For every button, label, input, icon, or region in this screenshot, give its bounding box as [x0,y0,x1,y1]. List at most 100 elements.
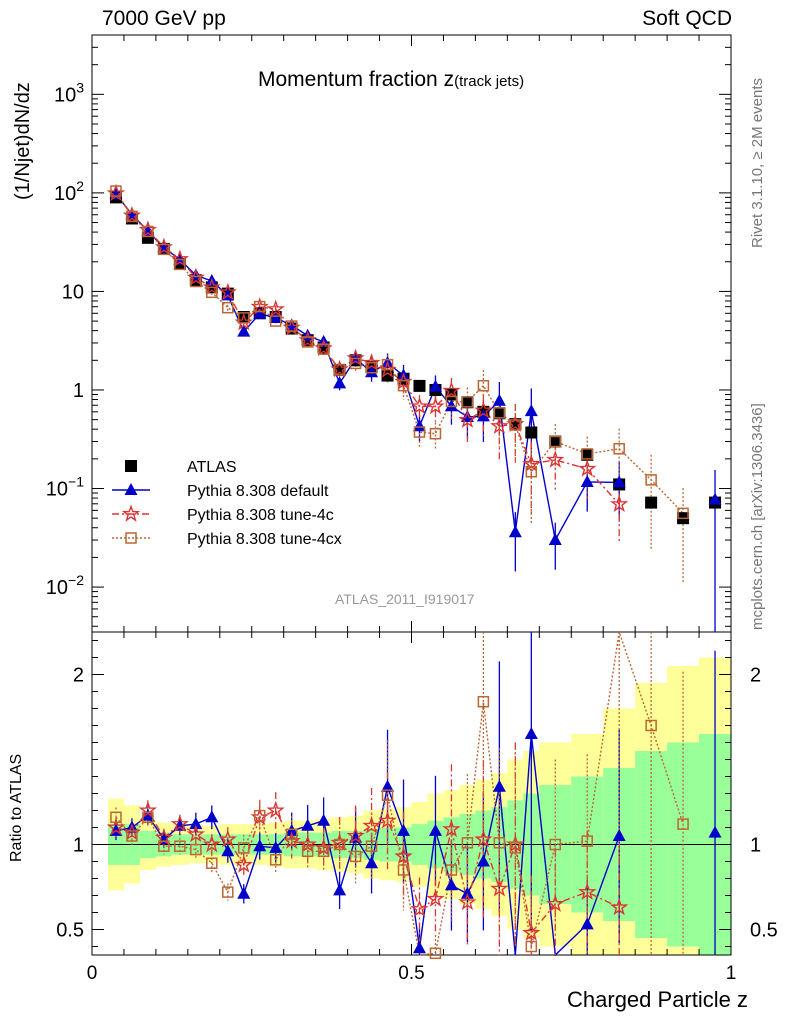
pythia-8-308-tune-4c-point [202,277,221,296]
pythia-8-308-tune-4cx-point [613,443,625,455]
pythia-8-308-default-point [548,533,562,546]
pythia-8-308-default-point [460,409,474,422]
plot-title-sub: (track jets) [454,73,525,90]
legend-label: Pythia 8.308 tune-4c [187,507,334,524]
pythia-8-308-tune-4cx-ratio-point [509,842,522,854]
pythia-8-308-tune-4c-point [442,381,461,399]
pythia-8-308-default-ratio-point [397,823,411,836]
ratio-y-tick-label: 2 [73,665,84,687]
y-tick-label: 102 [54,178,84,205]
pythia-8-308-tune-4cx-point [238,312,250,324]
pythia-8-308-tune-4cx-ratio-point [525,940,538,953]
pythia-8-308-default-point [508,525,522,538]
ratio-y-tick-label: 0.5 [56,920,84,942]
x-tick-label: 0.5 [398,963,424,984]
pythia-8-308-tune-4cx-point [222,301,234,314]
pythia-8-308-tune-4c-point [266,299,285,318]
pythia-8-308-default-point [253,306,267,319]
pythia-8-308-default-ratio-point [141,808,155,821]
pythia-8-308-tune-4c-point [490,416,509,434]
pythia-8-308-tune-4cx-point [269,315,282,327]
pythia-8-308-tune-4c-ratio-point [234,855,253,873]
pythia-8-308-tune-4cx-point [429,427,442,440]
pythia-8-308-default-ratio-point [253,839,267,852]
legend-marker [124,483,138,495]
pythia-8-308-tune-4cx-ratio-point [158,840,170,852]
atlas-point [581,448,594,461]
pythia-8-308-tune-4c-point [474,401,493,419]
pythia-8-308-default-ratio-point [444,878,458,891]
pythia-8-308-tune-4cx-ratio-point [126,830,138,842]
pythia-8-308-default-ratio-point [205,810,219,823]
pythia-8-308-tune-4cx-ratio-point [285,828,298,841]
ratio-y-tick-label-right: 2 [750,665,761,687]
pythia-8-308-tune-4cx-ratio-point [429,947,442,960]
pythia-8-308-tune-4cx-ratio-point [397,864,410,876]
pythia-8-308-tune-4c-ratio-point [170,814,190,832]
pythia-8-308-default-point [580,474,594,487]
pythia-8-308-tune-4cx-ratio-point [253,809,266,822]
pythia-8-308-default-ratio-point [476,854,490,867]
y-tick-label: 10−2 [46,572,84,599]
atlas-point [493,407,506,420]
pythia-8-308-tune-4cx-point [581,448,593,460]
atlas-point [549,435,562,448]
pythia-8-308-tune-4cx-point [477,379,490,392]
pythia-8-308-tune-4c-point [394,372,413,390]
data-markers [106,183,722,960]
pythia-8-308-tune-4cx-ratio-point [365,840,378,852]
pythia-8-308-tune-4cx-ratio-point [206,857,218,869]
pythia-8-308-tune-4cx-point [317,343,330,355]
pythia-8-308-default-point [612,475,626,488]
ratio-y-axis-label: Ratio to ATLAS [8,753,25,862]
pythia-8-308-default-ratio-point [524,727,538,739]
pythia-8-308-tune-4c-ratio-point [106,817,126,836]
pythia-8-308-tune-4c-ratio-point [202,834,221,853]
y-tick-label: 1 [73,380,84,402]
pythia-8-308-tune-4c-ratio-point [490,879,509,897]
pythia-8-308-tune-4cx-point [126,210,138,223]
legend-label: ATLAS [187,459,237,476]
pythia-8-308-tune-4c-point [346,348,365,367]
pythia-8-308-tune-4c-ratio-point [546,894,565,912]
legend-label: Pythia 8.308 default [187,483,329,500]
pythia-8-308-tune-4c-point [362,353,381,371]
pythia-8-308-tune-4cx-ratio-point [190,843,202,856]
rivet-version-label: Rivet 3.1.10, ≥ 2M events [749,78,766,248]
pythia-8-308-tune-4cx-ratio-point [461,837,474,849]
x-tick-label: 1 [726,963,737,984]
pythia-8-308-tune-4cx-point [509,419,522,431]
pythia-8-308-tune-4c-point [546,450,565,468]
mcplots-label: mcplots.cern.ch [arXiv:1306.3436] [749,403,766,630]
pythia-8-308-tune-4cx-point [110,185,122,197]
pythia-8-308-tune-4cx-point [174,258,186,271]
pythia-8-308-tune-4cx-ratio-point [349,850,362,863]
pythia-8-308-tune-4cx-point [381,358,394,371]
pythia-8-308-default-ratio-point [492,779,506,792]
pythia-8-308-default-point [444,399,458,412]
legend-marker [125,460,137,472]
pythia-8-308-tune-4cx-ratio-point [301,845,314,858]
pythia-8-308-default-point [269,310,283,323]
pythia-8-308-tune-4cx-point [158,243,170,256]
pythia-8-308-tune-4c-ratio-point [218,829,237,848]
axis-ticks [91,34,732,955]
pythia-8-308-tune-4cx-point [142,225,154,238]
pythia-8-308-tune-4c-point [458,410,477,428]
pythia-8-308-default-ratio-point [412,941,426,954]
atlas-point [461,396,474,409]
pythia-8-308-tune-4cx-point [301,336,314,348]
pythia-8-308-tune-4cx-point [253,300,266,313]
pythia-8-308-tune-4cx-ratio-point [333,838,346,851]
ratio-y-tick-label-right: 0.5 [750,920,778,942]
pythia-8-308-tune-4c-point [426,396,445,415]
pythia-8-308-default-point [476,409,490,422]
pythia-8-308-tune-4cx-point [677,507,689,520]
x-tick-label: 0 [87,963,98,984]
pythia-8-308-default-point [333,376,347,389]
pythia-8-308-tune-4cx-point [645,474,657,486]
pythia-8-308-tune-4cx-point [493,407,506,419]
pythia-8-308-tune-4c-ratio-point [186,824,206,843]
pythia-8-308-default-point [237,324,251,337]
